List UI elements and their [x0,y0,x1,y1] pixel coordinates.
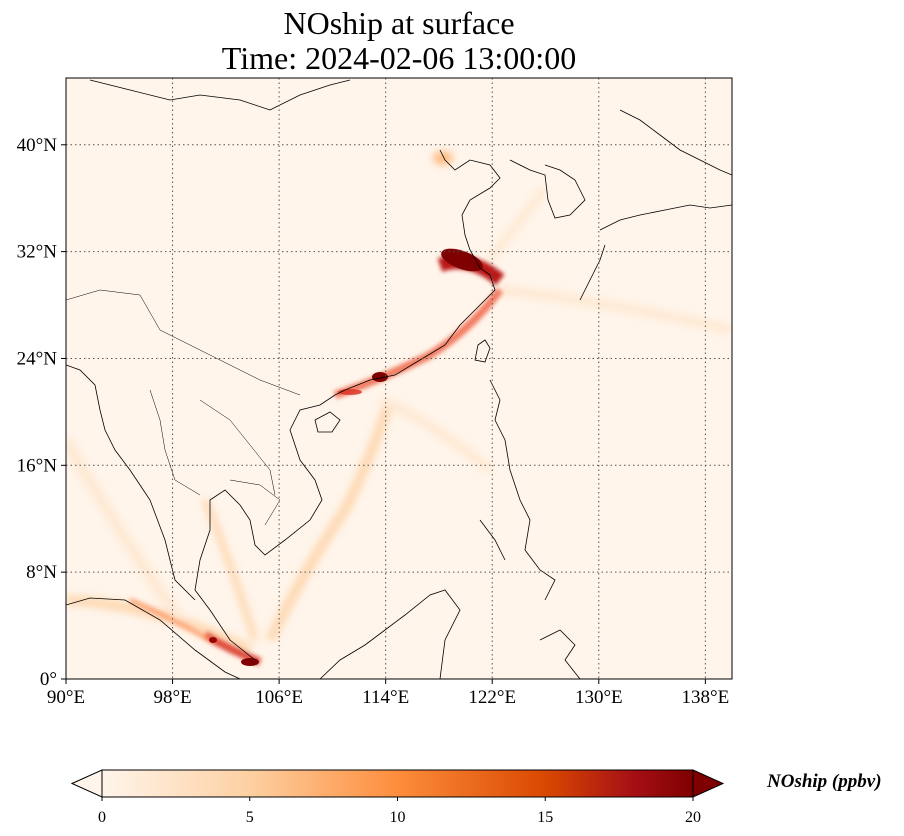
coastline-philippines [479,379,556,601]
hotspot-shanghai [441,248,483,272]
hotspot-singapore [241,658,259,666]
coastal-band-china [333,287,504,399]
lon-tick-label: 138°E [682,687,730,708]
map-subtitle-time: Time: 2024-02-06 13:00:00 [221,40,577,76]
concentration-field [66,79,732,679]
coastline-china-east [334,149,501,396]
lat-tick-label: 24°N [17,348,58,369]
colorbar-tick-label: 15 [537,809,553,826]
shipping-lane-pacific [499,285,732,335]
shipping-lane-yellow-sea [486,187,549,263]
border-china-myanmar [66,289,301,396]
coastlines [66,79,732,679]
hotspot-port-klang [209,637,217,643]
colorbar-tick-label: 0 [98,809,106,826]
country-borders [66,289,301,526]
plume-bohai [433,151,453,165]
coastline-indochina [194,394,336,661]
coastline-japan [579,109,732,301]
coastal-band-malacca [128,597,212,643]
map-background [66,78,732,679]
shipping-lane-gulf-of-thailand [201,498,259,642]
border-laos-vietnam [199,399,276,496]
lon-tick-label: 90°E [47,687,85,708]
lon-tick-label: 130°E [575,687,623,708]
latitude-axis: 0° 8°N 16°N 24°N 32°N 40°N [17,135,66,690]
lat-tick-label: 8°N [26,562,57,583]
lon-tick-label: 122°E [468,687,516,708]
lat-tick-label: 40°N [17,135,58,156]
map-gridlines [66,78,732,679]
colorbar-tick-label: 10 [390,809,406,826]
lat-tick-label: 16°N [17,455,58,476]
lon-tick-label: 114°E [362,687,409,708]
coastline-taiwan [474,339,491,363]
shipping-lane-bay-of-bengal [66,437,185,624]
coastline-korea [509,159,586,219]
colorbar-tick-label: 5 [246,809,254,826]
shipping-lane-south-china-sea [265,398,395,643]
border-cambodia [229,479,281,526]
lat-tick-label: 0° [40,669,57,690]
coastline-north [89,79,351,111]
lon-tick-label: 106°E [255,687,303,708]
colorbar-gradient [101,769,694,798]
colorbar-ticks: 0 5 10 15 20 [98,797,701,826]
colorbar-tick-label: 20 [685,809,701,826]
colorbar-extend-min [70,769,103,798]
colorbar: 0 5 10 15 20 [70,769,725,826]
colorbar-extend-max [692,769,725,798]
colorbar-label: NOship (ppbv) [767,771,882,792]
coastline-myanmar [66,364,196,601]
coastline-borneo [319,589,461,679]
coastline-sulawesi [539,629,581,679]
coastline-sumatra [66,597,241,679]
map-frame [65,77,733,680]
shipping-lane-luzon-strait [378,395,494,474]
coastline-hainan [314,411,341,433]
lon-tick-label: 98°E [153,687,191,708]
hotspot-hong-kong [372,372,388,382]
longitude-axis: 90°E 98°E 106°E 114°E 122°E 130°E 138°E [47,679,729,708]
map-title: NOship at surface [283,5,515,41]
border-thailand [149,389,201,496]
lat-tick-label: 32°N [17,242,58,263]
